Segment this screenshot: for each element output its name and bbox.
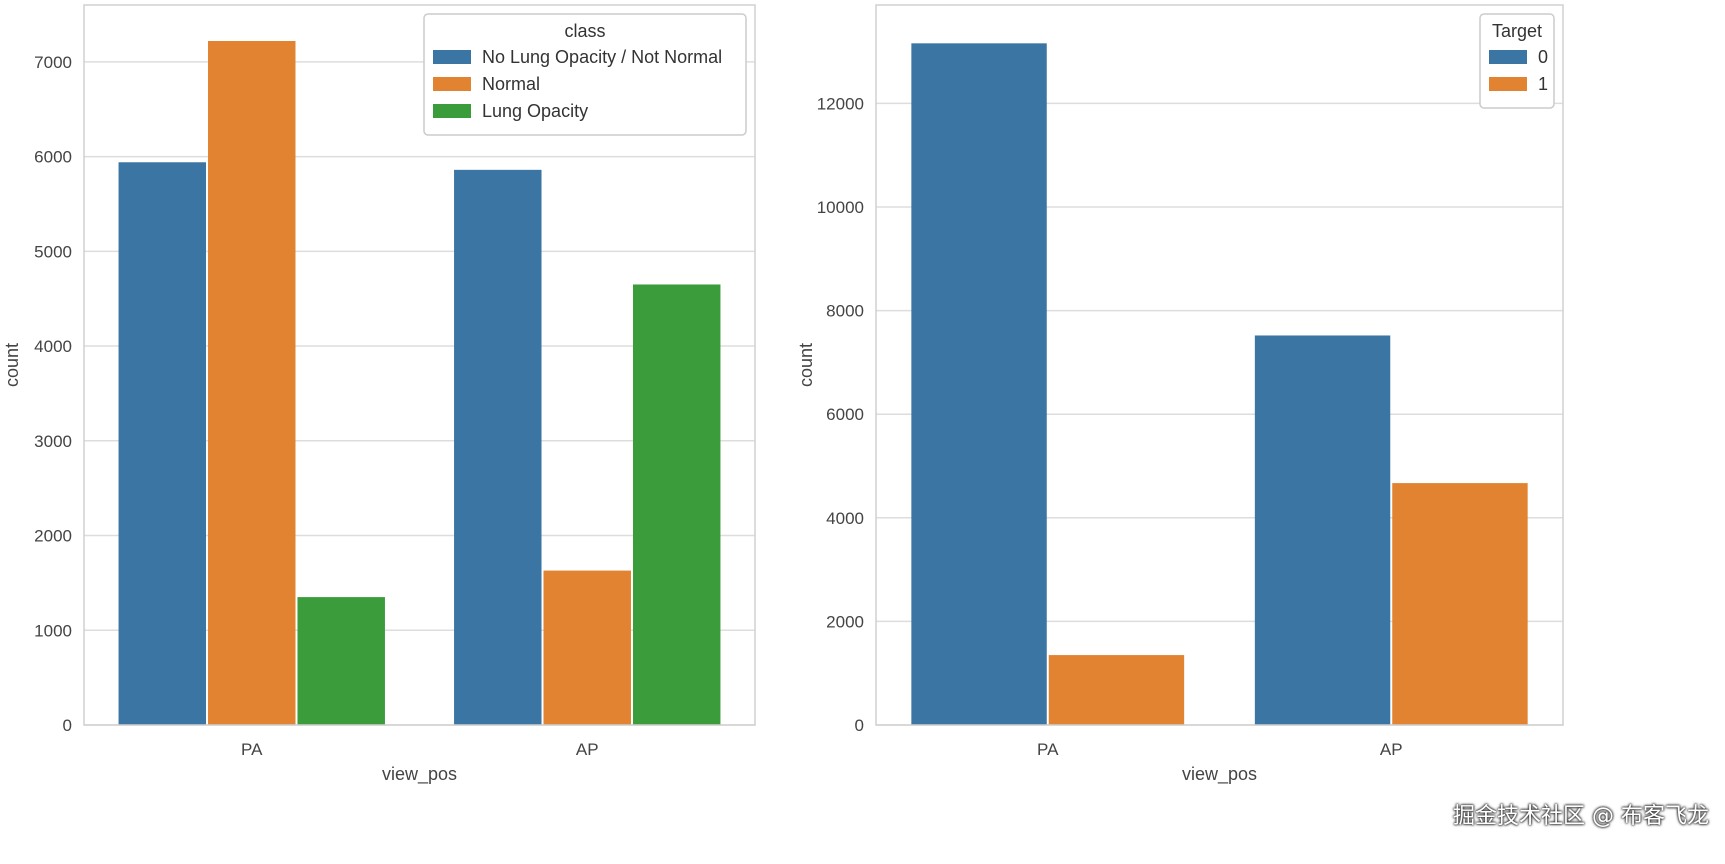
y-tick-label: 6000 — [34, 148, 72, 167]
legend-swatch — [433, 104, 471, 118]
x-axis-label: view_pos — [1182, 764, 1257, 785]
legend-entry: Lung Opacity — [482, 101, 588, 121]
y-tick-label: 12000 — [817, 94, 864, 113]
legend-swatch — [1489, 50, 1527, 64]
legend-entry: 0 — [1538, 47, 1548, 67]
y-axis-label: count — [2, 343, 22, 387]
x-axis-label: view_pos — [382, 764, 457, 785]
bar-PA-No Lung Opacity / Not Normal — [118, 162, 207, 725]
y-tick-label: 8000 — [826, 302, 864, 321]
legend-box — [423, 13, 747, 136]
legend-entry: 1 — [1538, 74, 1548, 94]
y-tick-label: 1000 — [34, 621, 72, 640]
bar-AP-0 — [1254, 335, 1391, 725]
y-tick-label: 4000 — [34, 337, 72, 356]
plot-frame — [83, 4, 756, 726]
legend-title: Target — [1492, 21, 1542, 41]
legend: class No Lung Opacity / Not Normal Normal L… — [423, 13, 747, 136]
y-tick-label: 0 — [63, 716, 72, 735]
y-tick-label: 2000 — [34, 527, 72, 546]
x-tick-label: AP — [576, 740, 599, 759]
bar-PA-1 — [1048, 655, 1185, 725]
bar-AP-1 — [1392, 483, 1528, 725]
legend-entry: Normal — [482, 74, 540, 94]
bar-PA-Normal — [208, 41, 296, 725]
plot-frame — [875, 4, 1564, 726]
bar-AP-Normal — [543, 570, 631, 725]
legend-swatch — [1489, 77, 1527, 91]
bar-AP-Lung Opacity — [632, 284, 721, 725]
watermark: 掘金技术社区 @ 布客飞龙 — [1453, 804, 1709, 829]
legend: Target 0 1 — [1479, 13, 1555, 109]
y-tick-label: 4000 — [826, 509, 864, 528]
chart-2: 0 2000 4000 6000 8000 10000 12000 PA AP view_pos c… — [796, 4, 1564, 785]
chart-1: 0 1000 2000 3000 4000 5000 6000 7000 PA AP view_po… — [2, 4, 756, 785]
y-tick-label: 6000 — [826, 405, 864, 424]
y-tick-label: 7000 — [34, 53, 72, 72]
bar-PA-0 — [911, 43, 1047, 726]
y-tick-label: 5000 — [34, 242, 72, 261]
y-axis-label: count — [796, 343, 816, 387]
legend-swatch — [433, 50, 471, 64]
legend-swatch — [433, 77, 471, 91]
y-tick-label: 2000 — [826, 612, 864, 631]
y-tick-label: 10000 — [817, 198, 864, 217]
y-tick-label: 0 — [855, 716, 864, 735]
y-tick-label: 3000 — [34, 432, 72, 451]
x-tick-label: PA — [241, 740, 263, 759]
legend-title: class — [564, 21, 605, 41]
bar-AP-No Lung Opacity / Not Normal — [454, 169, 542, 725]
bar-PA-Lung Opacity — [297, 597, 385, 725]
x-tick-label: AP — [1380, 740, 1403, 759]
x-tick-label: PA — [1037, 740, 1059, 759]
legend-entry: No Lung Opacity / Not Normal — [482, 47, 722, 67]
